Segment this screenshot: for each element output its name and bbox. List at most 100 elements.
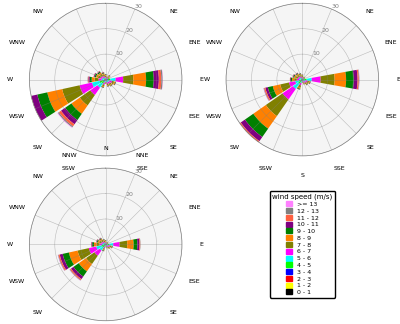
Bar — [123, 75, 133, 85]
Bar — [113, 81, 115, 85]
Bar — [306, 78, 312, 81]
Bar — [105, 241, 106, 242]
Bar — [114, 82, 116, 85]
Bar — [99, 241, 102, 243]
Bar — [90, 85, 100, 95]
Bar — [303, 80, 304, 81]
Bar — [103, 82, 105, 85]
Bar — [298, 85, 301, 87]
Bar — [80, 90, 95, 105]
Bar — [298, 75, 300, 77]
Bar — [27, 96, 41, 123]
Bar — [65, 103, 82, 120]
Bar — [106, 247, 108, 248]
Bar — [69, 270, 80, 281]
Bar — [108, 247, 110, 248]
Bar — [107, 242, 108, 243]
Bar — [253, 105, 277, 129]
Bar — [96, 239, 98, 242]
Bar — [25, 97, 36, 124]
Bar — [107, 243, 108, 244]
Bar — [105, 82, 106, 83]
Bar — [94, 242, 97, 247]
Bar — [105, 83, 106, 84]
Bar — [296, 76, 298, 79]
Bar — [100, 77, 103, 79]
Bar — [103, 245, 105, 247]
Bar — [280, 83, 291, 92]
Bar — [92, 77, 95, 82]
Bar — [106, 78, 107, 79]
Bar — [62, 85, 83, 104]
Bar — [302, 78, 303, 79]
Bar — [304, 78, 305, 79]
Bar — [305, 80, 308, 82]
Bar — [293, 75, 295, 78]
Bar — [160, 70, 163, 89]
Bar — [105, 75, 106, 76]
Bar — [92, 81, 100, 87]
Bar — [265, 87, 272, 100]
Bar — [302, 82, 303, 83]
Bar — [107, 243, 108, 244]
Bar — [300, 75, 302, 77]
Bar — [109, 77, 110, 79]
Bar — [102, 79, 104, 80]
Bar — [299, 83, 302, 86]
Bar — [98, 71, 101, 75]
Bar — [105, 246, 106, 247]
Bar — [104, 245, 105, 246]
Bar — [103, 77, 105, 79]
Bar — [106, 244, 108, 245]
Bar — [303, 81, 304, 83]
Bar — [98, 240, 100, 243]
Bar — [103, 239, 104, 240]
Bar — [72, 98, 88, 114]
Bar — [292, 74, 294, 77]
Bar — [110, 246, 112, 248]
Bar — [104, 77, 106, 79]
Bar — [106, 76, 107, 77]
Bar — [106, 80, 107, 81]
Bar — [79, 258, 92, 272]
Bar — [99, 237, 101, 240]
Bar — [301, 78, 302, 79]
Bar — [296, 74, 299, 76]
Bar — [303, 84, 305, 85]
Bar — [104, 79, 105, 80]
Bar — [95, 78, 99, 82]
Bar — [31, 95, 47, 121]
Bar — [105, 74, 106, 75]
Bar — [110, 245, 111, 248]
Bar — [302, 78, 303, 79]
Bar — [107, 81, 108, 82]
Bar — [101, 86, 104, 88]
Bar — [300, 81, 302, 83]
Bar — [273, 85, 283, 96]
Bar — [105, 243, 106, 244]
Bar — [102, 72, 104, 74]
Bar — [102, 250, 104, 251]
Bar — [106, 81, 107, 82]
Bar — [97, 71, 100, 74]
Bar — [282, 86, 296, 99]
Bar — [106, 243, 107, 244]
Bar — [296, 73, 298, 75]
Bar — [86, 252, 98, 264]
Bar — [106, 80, 108, 81]
Bar — [264, 88, 270, 101]
Bar — [105, 245, 106, 246]
Bar — [37, 92, 55, 117]
Bar — [58, 255, 64, 271]
Bar — [106, 77, 107, 78]
Bar — [334, 72, 346, 87]
Bar — [302, 80, 304, 82]
Bar — [238, 124, 257, 145]
Bar — [137, 238, 140, 250]
Bar — [109, 248, 110, 249]
Bar — [106, 78, 107, 79]
Bar — [107, 246, 108, 247]
Bar — [293, 83, 300, 89]
Bar — [153, 70, 159, 89]
Bar — [88, 76, 90, 83]
